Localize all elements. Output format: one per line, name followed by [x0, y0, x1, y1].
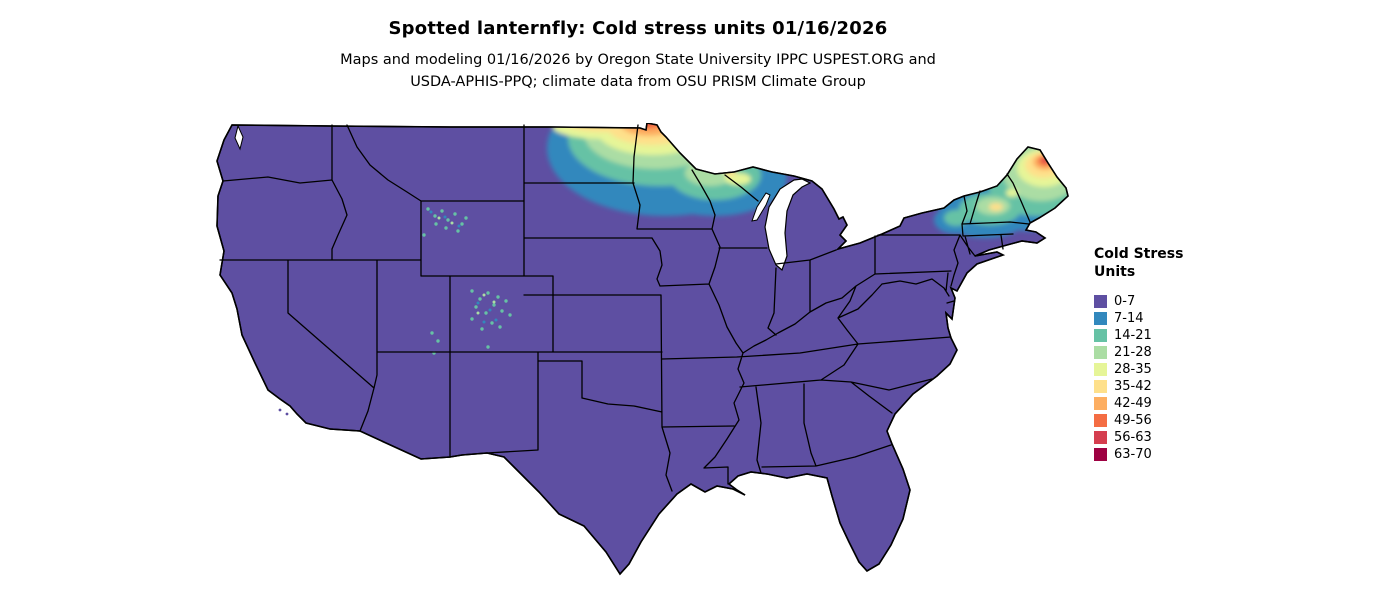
legend-label: 14-21 [1114, 328, 1152, 343]
legend-swatch [1094, 329, 1107, 342]
legend-title-line-2: Units [1094, 263, 1136, 280]
legend-item: 21-28 [1094, 344, 1214, 361]
legend-item: 7-14 [1094, 310, 1214, 327]
legend-label: 42-49 [1114, 396, 1152, 411]
legend-label: 56-63 [1114, 430, 1152, 445]
lake-michigan [764, 178, 812, 272]
legend-item: 14-21 [1094, 327, 1214, 344]
legend-label: 28-35 [1114, 362, 1152, 377]
legend-item: 35-42 [1094, 378, 1214, 395]
legend-title-line-1: Cold Stress [1094, 246, 1184, 262]
legend-label: 63-70 [1114, 447, 1152, 462]
legend: Cold Stress Units 0-7 7-14 14-21 21-28 2… [1094, 246, 1214, 463]
legend-swatch [1094, 312, 1107, 325]
channel-islands [278, 408, 289, 416]
legend-swatch [1094, 380, 1107, 393]
rockies-speckles-blue [429, 210, 498, 324]
legend-item: 49-56 [1094, 412, 1214, 429]
legend-item: 42-49 [1094, 395, 1214, 412]
legend-item: 63-70 [1094, 446, 1214, 463]
legend-swatch [1094, 346, 1107, 359]
header: Spotted lanternfly: Cold stress units 01… [0, 0, 1276, 94]
subtitle-line-2: USDA-APHIS-PPQ; climate data from OSU PR… [410, 74, 866, 91]
legend-label: 21-28 [1114, 345, 1152, 360]
legend-item: 0-7 [1094, 293, 1214, 310]
class-56-63-layer [639, 123, 1049, 163]
legend-item: 28-35 [1094, 361, 1214, 378]
subtitle-line-1: Maps and modeling 01/16/2026 by Oregon S… [340, 52, 936, 68]
us-cold-stress-map [216, 123, 1069, 575]
legend-label: 35-42 [1114, 379, 1152, 394]
legend-label: 49-56 [1114, 413, 1152, 428]
class-49-56-layer [632, 123, 1052, 166]
legend-swatch [1094, 295, 1107, 308]
page-title: Spotted lanternfly: Cold stress units 01… [388, 18, 888, 39]
legend-label: 7-14 [1114, 311, 1144, 326]
state-borders [219, 124, 1031, 492]
legend-title: Cold Stress Units [1094, 246, 1214, 281]
legend-swatch [1094, 397, 1107, 410]
legend-swatch [1094, 363, 1107, 376]
subtitle: Maps and modeling 01/16/2026 by Oregon S… [0, 49, 1276, 94]
legend-swatch [1094, 448, 1107, 461]
rockies-speckles-green [437, 216, 496, 315]
legend-swatch [1094, 414, 1107, 427]
legend-label: 0-7 [1114, 294, 1136, 309]
legend-item: 56-63 [1094, 429, 1214, 446]
green-bay [751, 192, 771, 222]
legend-swatch [1094, 431, 1107, 444]
puget-sound [234, 124, 244, 151]
